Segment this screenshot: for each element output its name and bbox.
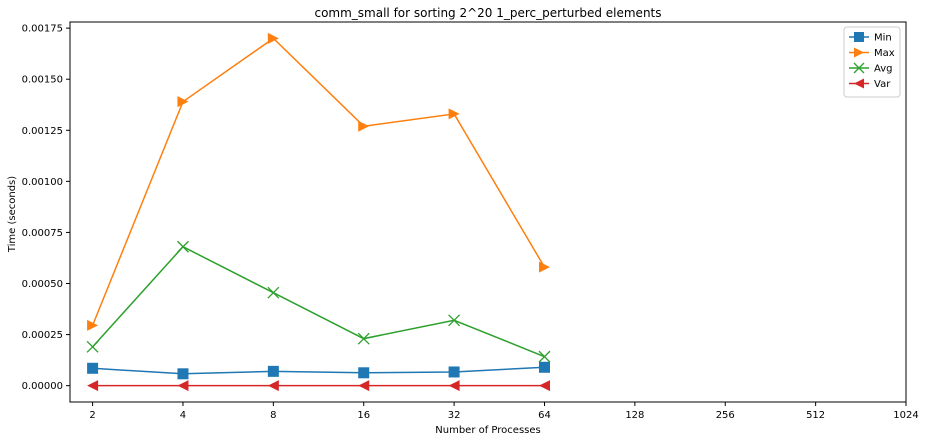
legend-label: Var [874,79,891,90]
legend-box [843,26,901,98]
series-line [92,245,545,358]
y-tick-label: 0.00025 [22,330,63,341]
data-point [177,240,189,253]
data-point [854,78,864,89]
data-point [267,32,279,44]
data-point [87,362,99,374]
legend-label: Avg [874,64,893,75]
y-tick-label: 0.00100 [22,177,63,188]
data-point [177,380,189,392]
plot-area [69,21,907,403]
y-tick-label: 0.00075 [22,228,63,239]
legend-item-min: Min [849,32,892,44]
x-tick-label: 16 [357,410,370,421]
legend-item-avg: Avg [849,62,893,75]
legend-label: Min [874,33,892,44]
data-point [357,332,370,345]
y-tick-label: 0.00125 [22,126,63,137]
series-group [86,32,551,392]
y-axis: 0.00000 0.00025 0.00050 0.00075 0.00100 0.001… [22,24,70,392]
chart-title: comm_small for sorting 2^20 1_perc_pertu… [314,6,661,20]
data-point [358,120,370,132]
data-point [448,366,460,378]
y-tick-label: 0.00175 [22,24,63,35]
y-tick-label: 0.00000 [22,381,63,392]
data-point [86,340,99,353]
x-tick-label: 8 [270,410,276,421]
data-point [358,367,370,379]
data-point [854,47,864,58]
legend: Min Max Avg Var [843,26,901,98]
x-axis: 2 4 8 16 32 64 128 256 512 1024 [89,402,919,421]
data-point [87,319,99,331]
series-line [91,37,546,326]
y-axis-label: Time (seconds) [7,176,18,253]
legend-item-max: Max [849,47,895,59]
data-point [538,350,551,363]
data-point [177,368,189,380]
x-tick-label: 512 [806,410,825,421]
series-var [87,380,550,392]
data-point [267,286,280,299]
x-tick-label: 256 [716,410,735,421]
data-point [538,261,550,273]
data-point [853,62,865,74]
legend-item-var: Var [849,78,891,90]
series-max [87,32,550,331]
y-tick-label: 0.00150 [22,75,63,86]
x-tick-label: 2 [89,410,95,421]
data-point [267,380,279,392]
x-axis-label: Number of Processes [435,425,540,436]
legend-label: Max [874,48,895,59]
data-point [538,380,550,392]
data-point [87,380,99,392]
data-point [358,380,370,392]
data-point [267,365,279,377]
x-tick-label: 128 [625,410,644,421]
data-point [538,361,550,373]
series-min [87,361,550,380]
data-point [448,380,460,392]
series-line [92,366,545,375]
data-point [448,108,460,120]
data-point [177,96,189,108]
x-tick-label: 32 [448,410,461,421]
x-tick-label: 1024 [893,410,918,421]
data-point [854,32,864,42]
x-tick-label: 64 [538,410,551,421]
series-avg [86,240,551,363]
data-point [448,314,461,327]
y-tick-label: 0.00050 [22,279,63,290]
x-tick-label: 4 [180,410,186,421]
